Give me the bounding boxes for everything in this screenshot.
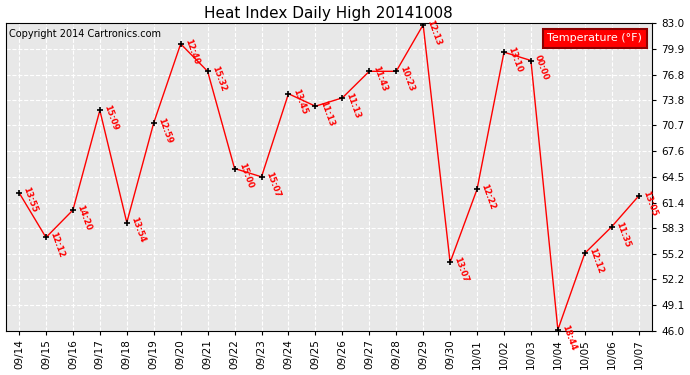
Text: 15:09: 15:09 <box>102 104 119 132</box>
Text: 11:35: 11:35 <box>614 220 631 248</box>
Title: Heat Index Daily High 20141008: Heat Index Daily High 20141008 <box>204 6 453 21</box>
Text: 00:00: 00:00 <box>533 54 551 82</box>
Text: 12:12: 12:12 <box>587 247 604 275</box>
Text: 13:45: 13:45 <box>290 87 308 116</box>
Text: 10:23: 10:23 <box>399 65 416 93</box>
Text: Copyright 2014 Cartronics.com: Copyright 2014 Cartronics.com <box>9 29 161 39</box>
Legend: Temperature (°F): Temperature (°F) <box>543 28 647 48</box>
Text: 15:32: 15:32 <box>210 65 228 93</box>
Text: 15:07: 15:07 <box>264 170 282 198</box>
Text: 11:43: 11:43 <box>371 65 389 93</box>
Text: 14:20: 14:20 <box>75 204 92 232</box>
Text: 12:59: 12:59 <box>156 116 174 144</box>
Text: 11:13: 11:13 <box>317 100 335 128</box>
Text: 13:05: 13:05 <box>641 189 658 217</box>
Text: 12:40: 12:40 <box>183 38 201 66</box>
Text: 15:00: 15:00 <box>237 162 255 190</box>
Text: 13:54: 13:54 <box>129 216 147 244</box>
Text: 13:07: 13:07 <box>453 256 470 284</box>
Text: 13:10: 13:10 <box>506 46 524 74</box>
Text: 12:22: 12:22 <box>480 183 497 211</box>
Text: 18:44: 18:44 <box>560 323 578 351</box>
Text: 11:13: 11:13 <box>344 92 362 120</box>
Text: 12:12: 12:12 <box>48 231 66 259</box>
Text: 12:13: 12:13 <box>426 18 443 46</box>
Text: 13:55: 13:55 <box>21 186 39 214</box>
